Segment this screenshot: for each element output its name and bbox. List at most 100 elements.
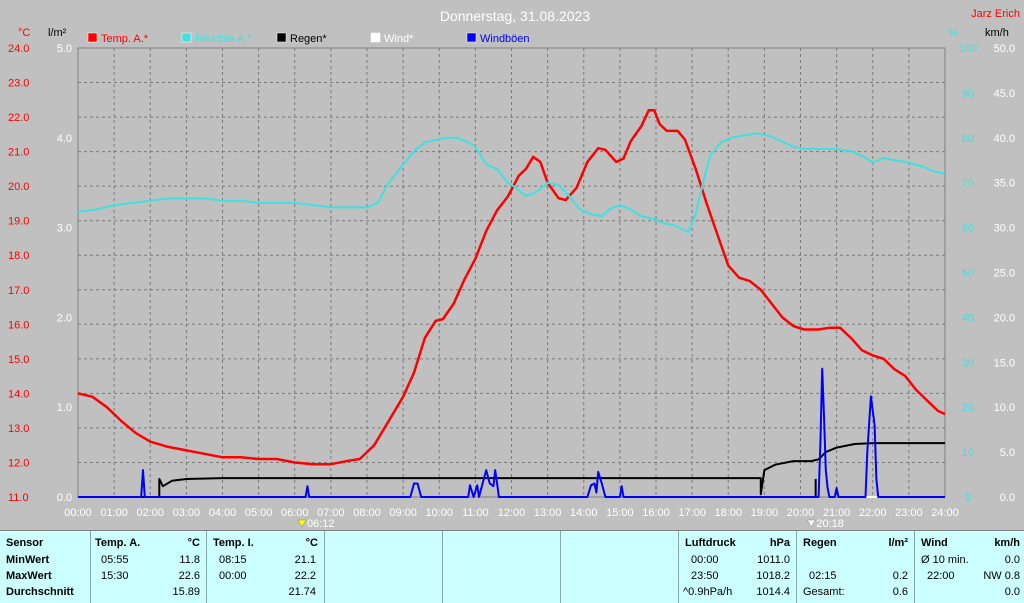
col-empty-2 <box>442 531 560 603</box>
rain-tick-label: 5.0 <box>57 43 72 55</box>
temp-i-header: Temp. I. <box>213 537 254 549</box>
temp-i-avg: 21.74 <box>288 586 316 598</box>
weather-chart: 00:00 01:00 02:00 03:00 04:00 05:00 06:00 07:00… <box>8 8 1020 530</box>
row-label-min: MinWert <box>6 554 50 566</box>
pressure-max-val: 1018.2 <box>756 570 790 582</box>
pressure-max-time: 23:50 <box>691 570 719 582</box>
x-tick-label: 00:00 <box>64 507 92 519</box>
humidity-tick-label: 50 <box>962 268 974 280</box>
x-tick-label: 03:00 <box>173 507 201 519</box>
col-empty-1 <box>324 531 442 603</box>
temp-tick-label: 21.0 <box>8 147 29 159</box>
wind-tick-label: 15.0 <box>994 357 1015 369</box>
temp-axis-unit: °C <box>18 27 30 39</box>
x-tick-label: 05:00 <box>245 507 273 519</box>
wind-tick-label: 0.0 <box>1000 492 1015 504</box>
humidity-axis-unit: % <box>948 27 958 39</box>
rain-max-time: 02:15 <box>809 570 837 582</box>
temp-i-min-val: 21.1 <box>294 554 316 566</box>
legend-swatch <box>466 32 477 43</box>
pressure-header: Luftdruck <box>685 537 736 549</box>
legend-swatch <box>370 32 381 43</box>
col-temp-a: Temp. A. °C 05:55 11.8 15:30 22.6 15.89 <box>90 531 206 603</box>
temp-i-max-val: 22.2 <box>294 570 316 582</box>
wind-tick-label: 25.0 <box>994 268 1015 280</box>
chart-labels: 00:00 01:00 02:00 03:00 04:00 05:00 06:00 07:00… <box>8 8 1020 530</box>
rain-header: Regen <box>803 537 837 549</box>
rain-total-val: 0.6 <box>892 586 908 598</box>
wind-max-time: 22:00 <box>927 570 955 582</box>
temp-a-unit: °C <box>187 537 200 549</box>
col-temp-i: Temp. I. °C 08:15 21.1 00:00 22.2 21.74 <box>206 531 324 603</box>
rain-max-val: 0.2 <box>892 570 908 582</box>
humidity-tick-label: 100 <box>959 43 977 55</box>
humidity-tick-label: 0 <box>965 492 971 504</box>
chart-title: Donnerstag, 31.08.2023 <box>440 8 590 24</box>
sunrise-icon <box>297 519 307 528</box>
col-rain: Regen l/m² 02:15 0.2 Gesamt: 0.6 <box>796 531 914 603</box>
temp-tick-label: 20.0 <box>8 181 29 193</box>
humidity-tick-label: 70 <box>962 178 974 190</box>
temp-i-unit: °C <box>305 537 318 549</box>
rain-axis-unit: l/m² <box>48 27 67 39</box>
wind-tick-label: 50.0 <box>994 43 1015 55</box>
wind-tick-label: 40.0 <box>994 133 1015 145</box>
wind-tick-label: 30.0 <box>994 223 1015 235</box>
pressure-min-time: 00:00 <box>691 554 719 566</box>
temp-a-max-val: 22.6 <box>178 570 200 582</box>
chart-axes <box>77 48 946 497</box>
x-tick-label: 14:00 <box>570 507 598 519</box>
legend-swatch <box>181 32 192 43</box>
col-sensor: Sensor MinWert MaxWert Durchschnitt <box>0 531 90 603</box>
x-tick-label: 17:00 <box>678 507 706 519</box>
temp-tick-label: 16.0 <box>8 319 29 331</box>
x-tick-label: 06:00 <box>281 507 309 519</box>
pressure-unit: hPa <box>769 537 790 549</box>
row-label-avg: Durchschnitt <box>6 586 74 598</box>
x-tick-label: 07:00 <box>317 507 345 519</box>
humidity-tick-label: 10 <box>962 447 974 459</box>
rain-unit: l/m² <box>888 537 908 549</box>
legend-swatch <box>87 32 98 43</box>
wind-axis-unit: km/h <box>985 27 1009 39</box>
series-line <box>78 367 945 498</box>
legend-label: Windböen <box>480 33 530 45</box>
temp-a-max-time: 15:30 <box>101 570 129 582</box>
x-tick-label: 21:00 <box>823 507 851 519</box>
humidity-tick-label: 20 <box>962 402 974 414</box>
temp-tick-label: 22.0 <box>8 112 29 124</box>
sunset-label: 20:18 <box>816 518 844 530</box>
x-tick-label: 08:00 <box>353 507 381 519</box>
x-tick-label: 01:00 <box>100 507 128 519</box>
legend-label: Wind* <box>384 33 414 45</box>
sunrise-label: 06:12 <box>307 518 335 530</box>
temp-i-min-time: 08:15 <box>219 554 247 566</box>
humidity-tick-label: 80 <box>962 133 974 145</box>
sunset-icon <box>806 519 816 528</box>
rain-tick-label: 0.0 <box>57 492 72 504</box>
sensor-header: Sensor <box>6 537 44 549</box>
legend-label: Feuchte A.* <box>195 33 253 45</box>
wind-avg-label: Ø 10 min. <box>921 554 969 566</box>
temp-tick-label: 19.0 <box>8 216 29 228</box>
humidity-tick-label: 60 <box>962 223 974 235</box>
col-pressure: Luftdruck hPa 00:00 1011.0 23:50 1018.2 … <box>678 531 796 603</box>
humidity-tick-label: 90 <box>962 88 974 100</box>
x-tick-label: 10:00 <box>425 507 453 519</box>
temp-a-avg: 15.89 <box>172 586 200 598</box>
temp-tick-label: 11.0 <box>8 492 29 504</box>
temp-a-min-val: 11.8 <box>179 554 200 566</box>
temp-tick-label: 18.0 <box>8 250 29 262</box>
x-tick-label: 20:00 <box>787 507 815 519</box>
temp-tick-label: 17.0 <box>8 285 29 297</box>
series-line <box>77 108 946 466</box>
x-tick-label: 23:00 <box>895 507 923 519</box>
x-tick-label: 02:00 <box>136 507 164 519</box>
x-tick-label: 04:00 <box>209 507 237 519</box>
wind-tick-label: 10.0 <box>994 402 1015 414</box>
x-tick-label: 11:00 <box>462 507 489 519</box>
pressure-trend-val: 1014.4 <box>756 586 790 598</box>
col-empty-3 <box>560 531 678 603</box>
chart-grid <box>77 47 946 498</box>
summary-table: Sensor MinWert MaxWert Durchschnitt Temp… <box>0 530 1024 603</box>
